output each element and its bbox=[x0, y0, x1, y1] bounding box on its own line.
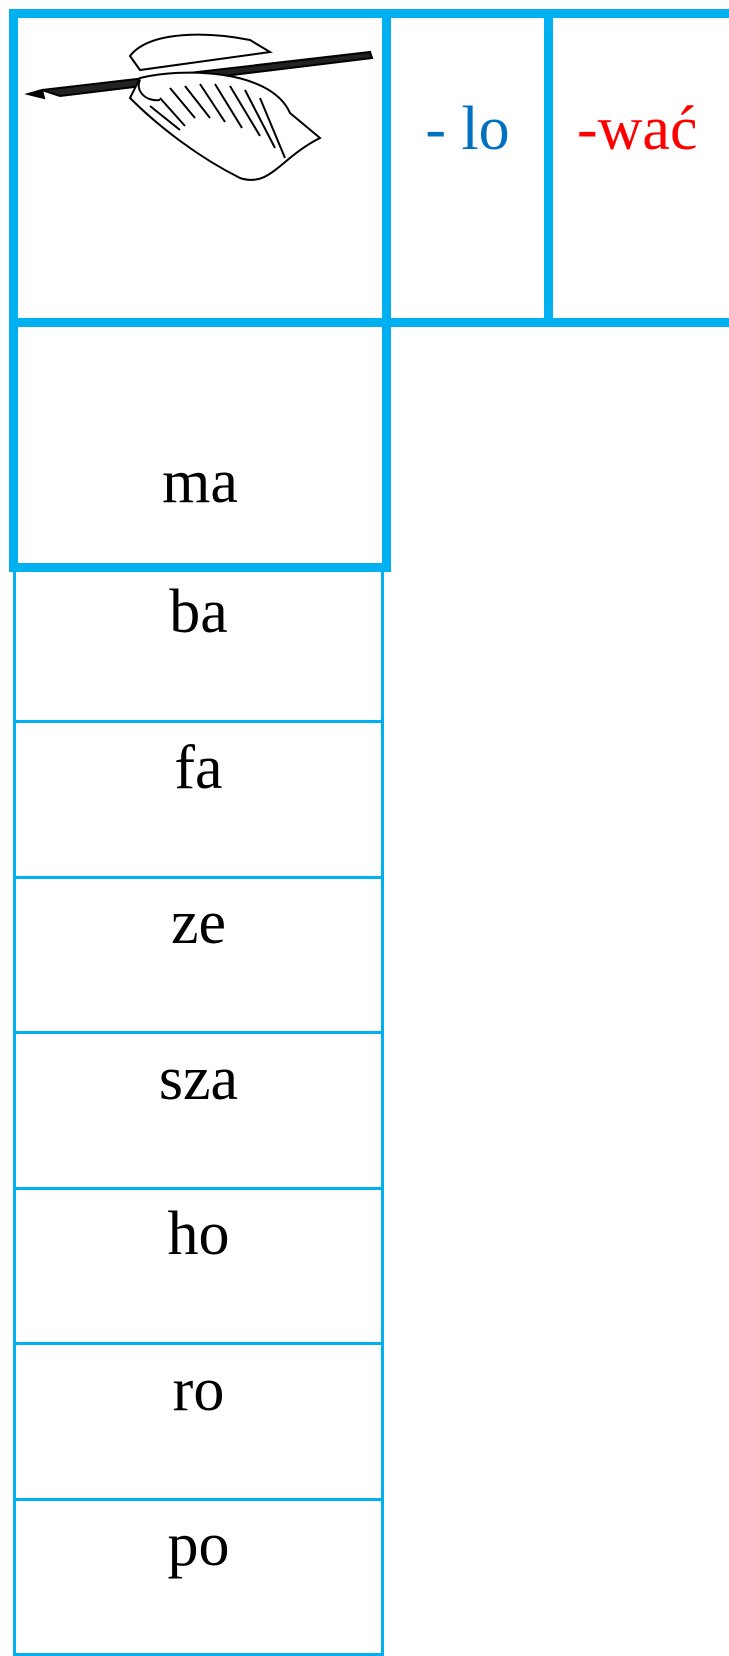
syllable: ro bbox=[172, 1355, 225, 1424]
ending-cell: -wać bbox=[544, 9, 729, 327]
syllable: ho bbox=[167, 1200, 230, 1268]
icon-cell bbox=[9, 9, 391, 327]
syllable-cell: sza bbox=[13, 1033, 384, 1190]
syllable: po bbox=[167, 1511, 230, 1579]
syllable: ze bbox=[170, 889, 227, 957]
syllable-cell: fa bbox=[13, 722, 384, 879]
syllable: fa bbox=[174, 733, 223, 802]
ending: - lo bbox=[425, 95, 510, 163]
syllable-cell: ze bbox=[13, 878, 384, 1034]
syllable-cell: ma bbox=[9, 318, 391, 572]
syllable: ma bbox=[162, 448, 238, 516]
syllable-cell: ro bbox=[13, 1344, 384, 1501]
hand-with-pen-icon bbox=[24, 33, 374, 181]
syllable: sza bbox=[158, 1044, 239, 1113]
syllable-cell: po bbox=[13, 1500, 384, 1656]
ending: -wać bbox=[577, 95, 698, 163]
syllable-cell: ba bbox=[13, 567, 384, 723]
syllable: ba bbox=[169, 578, 228, 646]
ending-cell: - lo bbox=[382, 9, 553, 327]
syllable-cell: ho bbox=[13, 1189, 384, 1345]
